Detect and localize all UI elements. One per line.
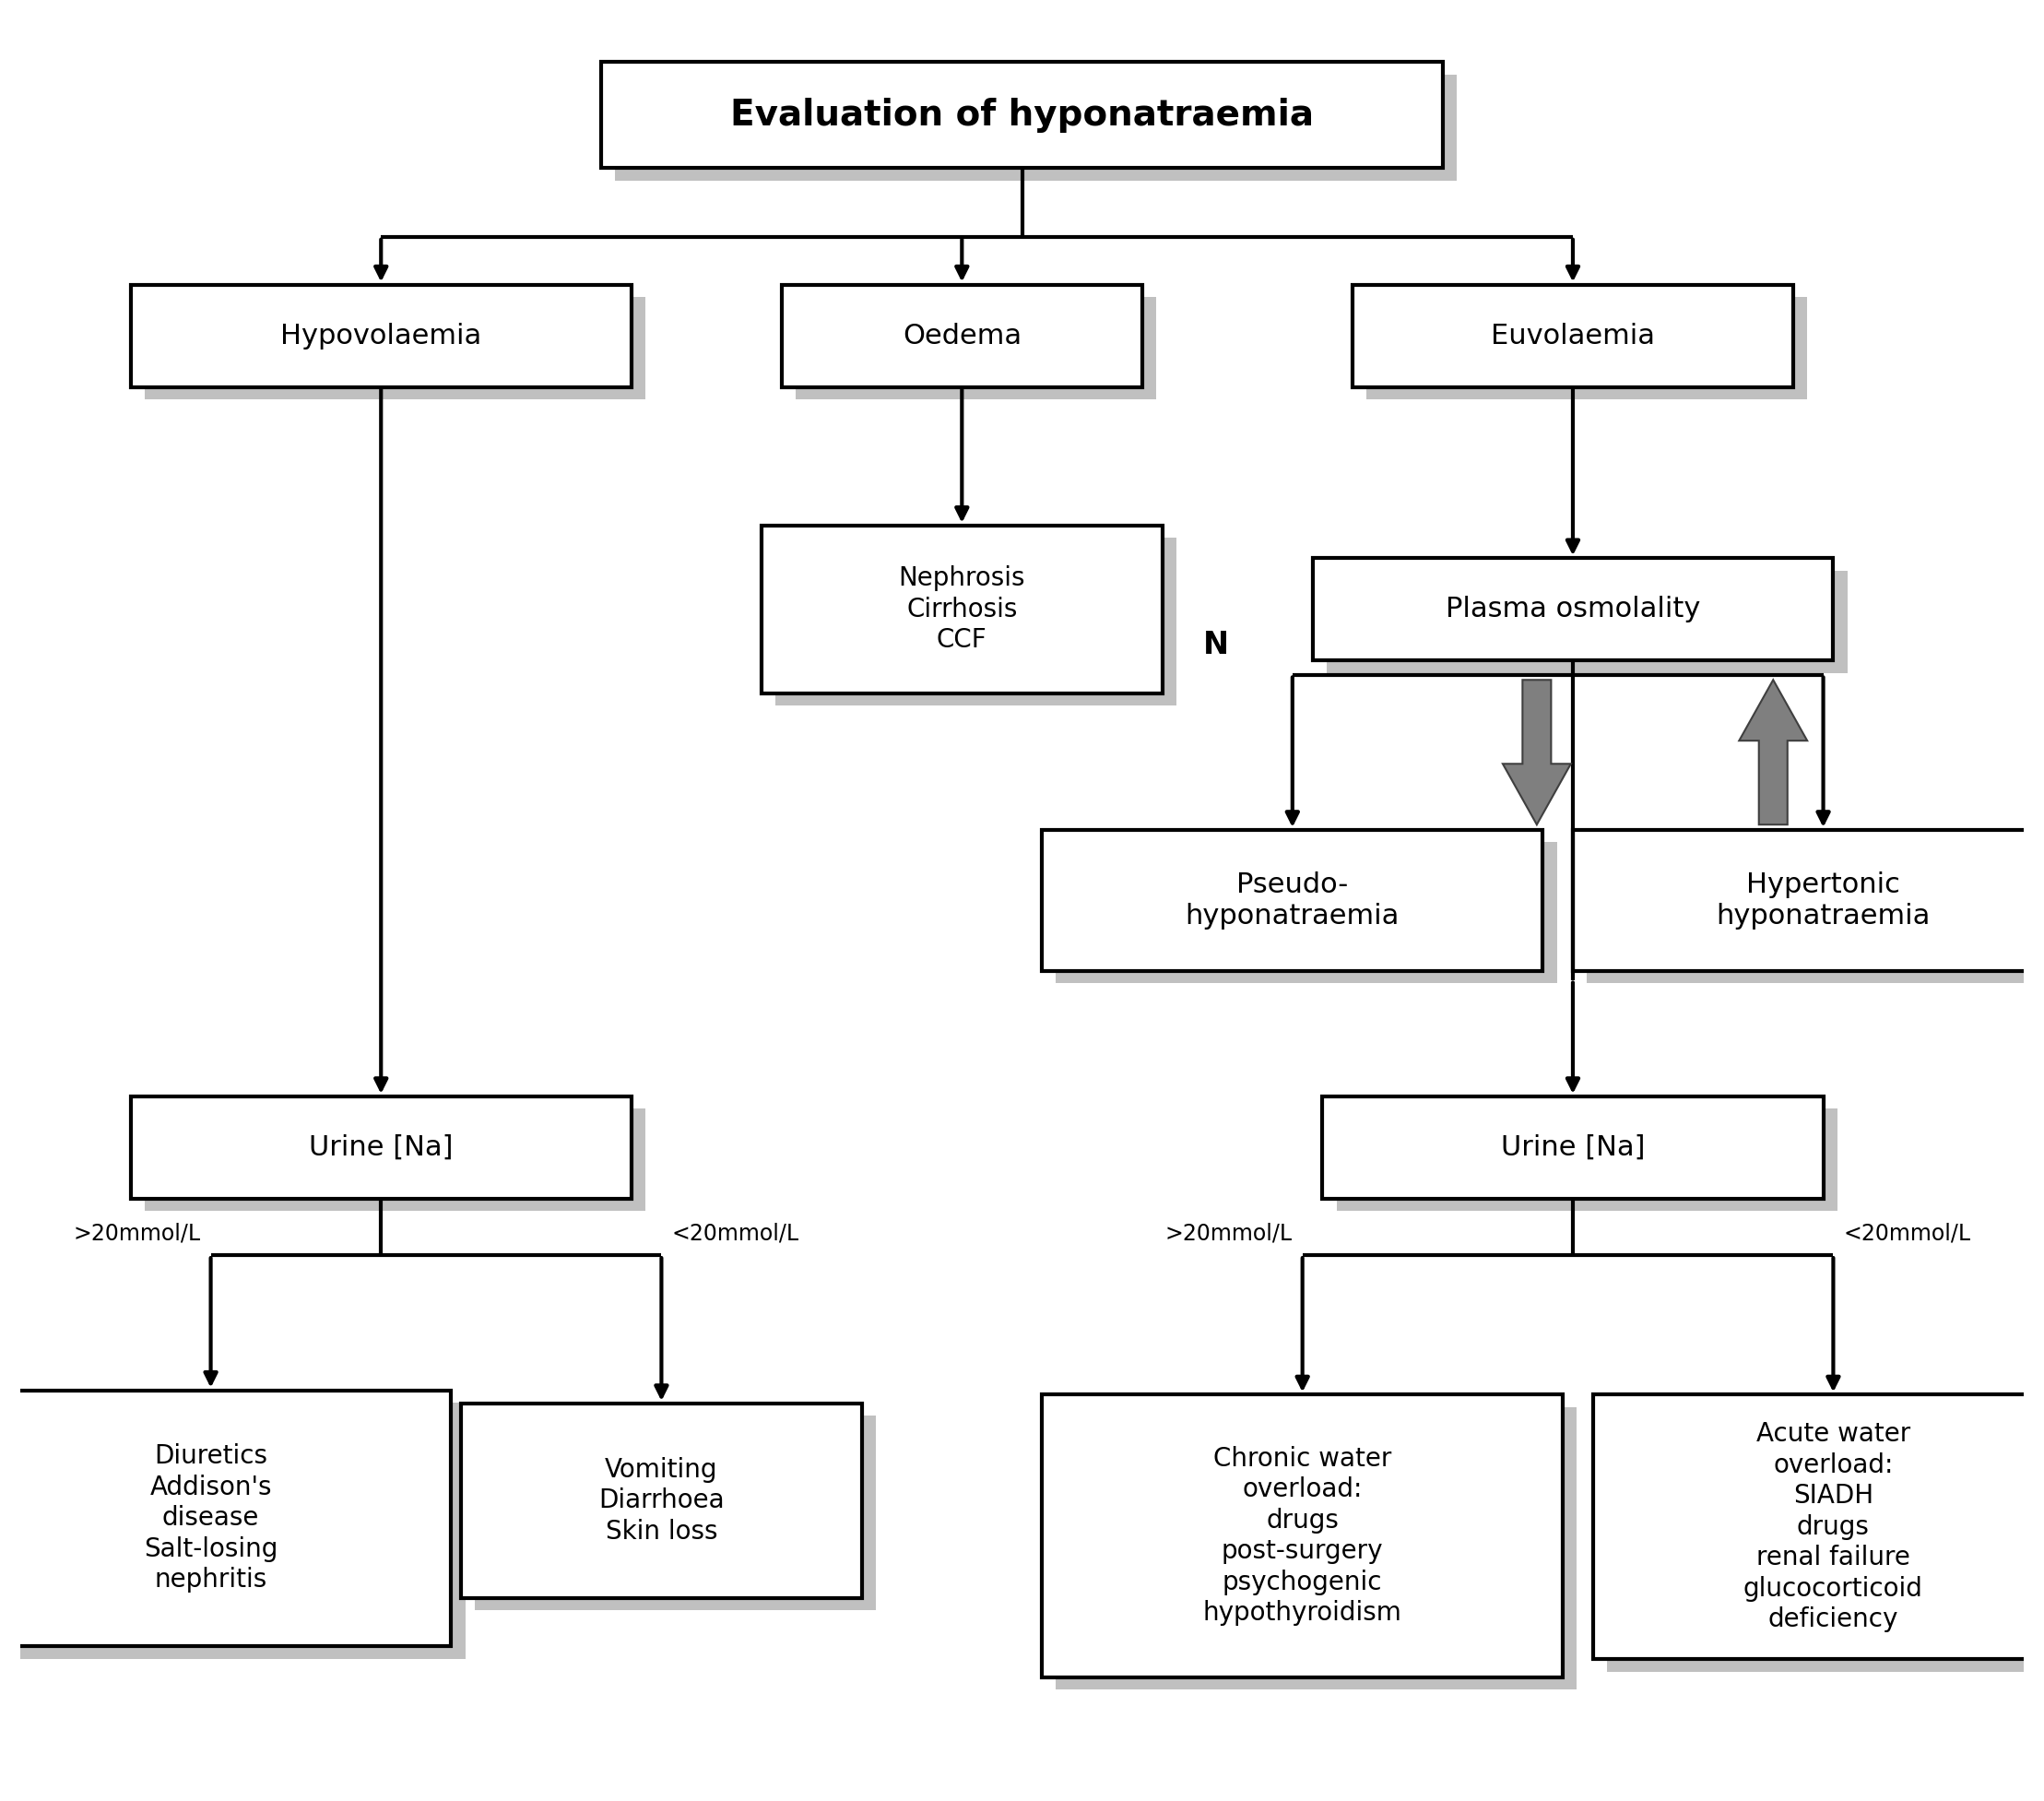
Text: Urine [Na]: Urine [Na]: [1500, 1135, 1645, 1162]
Text: Hypovolaemia: Hypovolaemia: [280, 322, 482, 349]
Bar: [0, 1403, 466, 1659]
Bar: [1312, 558, 1833, 661]
Polygon shape: [1739, 679, 1807, 825]
Bar: [1574, 830, 2044, 971]
Text: Pseudo-
hyponatraemia: Pseudo- hyponatraemia: [1186, 872, 1400, 929]
Text: <20mmol/L: <20mmol/L: [1844, 1223, 1970, 1244]
Bar: [1057, 843, 1558, 983]
Bar: [781, 285, 1143, 387]
Text: Acute water
overload:
SIADH
drugs
renal failure
glucocorticoid
deficiency: Acute water overload: SIADH drugs renal …: [1744, 1421, 1923, 1634]
Polygon shape: [1502, 679, 1572, 825]
Text: >20mmol/L: >20mmol/L: [1165, 1223, 1292, 1244]
Text: Vomiting
Diarrhoea
Skin loss: Vomiting Diarrhoea Skin loss: [599, 1457, 724, 1545]
Text: Chronic water
overload:
drugs
post-surgery
psychogenic
hypothyroidism: Chronic water overload: drugs post-surge…: [1204, 1446, 1402, 1626]
Bar: [1042, 1394, 1564, 1677]
Bar: [1337, 1109, 1838, 1210]
Bar: [795, 297, 1157, 400]
Text: Evaluation of hyponatraemia: Evaluation of hyponatraemia: [730, 97, 1314, 133]
Bar: [131, 1097, 632, 1199]
Bar: [1042, 830, 1543, 971]
Bar: [1586, 843, 2044, 983]
Bar: [1322, 1097, 1823, 1199]
Bar: [615, 74, 1457, 180]
Bar: [775, 538, 1175, 706]
Text: Urine [Na]: Urine [Na]: [309, 1135, 454, 1162]
Bar: [1607, 1407, 2044, 1671]
Text: Diuretics
Addison's
disease
Salt-losing
nephritis: Diuretics Addison's disease Salt-losing …: [143, 1444, 278, 1592]
Bar: [145, 1109, 646, 1210]
Bar: [1592, 1394, 2044, 1659]
Bar: [1327, 571, 1848, 674]
Bar: [1353, 285, 1793, 387]
Text: N: N: [1204, 630, 1228, 661]
Bar: [131, 285, 632, 387]
Bar: [762, 526, 1163, 693]
Bar: [1367, 297, 1807, 400]
Bar: [474, 1416, 875, 1610]
Text: Euvolaemia: Euvolaemia: [1490, 322, 1656, 349]
Text: Nephrosis
Cirrhosis
CCF: Nephrosis Cirrhosis CCF: [899, 566, 1026, 654]
Text: Plasma osmolality: Plasma osmolality: [1445, 596, 1701, 623]
Bar: [0, 1390, 452, 1646]
Text: Oedema: Oedema: [901, 322, 1022, 349]
Text: <20mmol/L: <20mmol/L: [670, 1223, 799, 1244]
Bar: [1057, 1407, 1576, 1689]
Bar: [601, 63, 1443, 167]
Text: Hypertonic
hyponatraemia: Hypertonic hyponatraemia: [1717, 872, 1930, 929]
Text: >20mmol/L: >20mmol/L: [74, 1223, 200, 1244]
Bar: [462, 1403, 863, 1597]
Bar: [145, 297, 646, 400]
